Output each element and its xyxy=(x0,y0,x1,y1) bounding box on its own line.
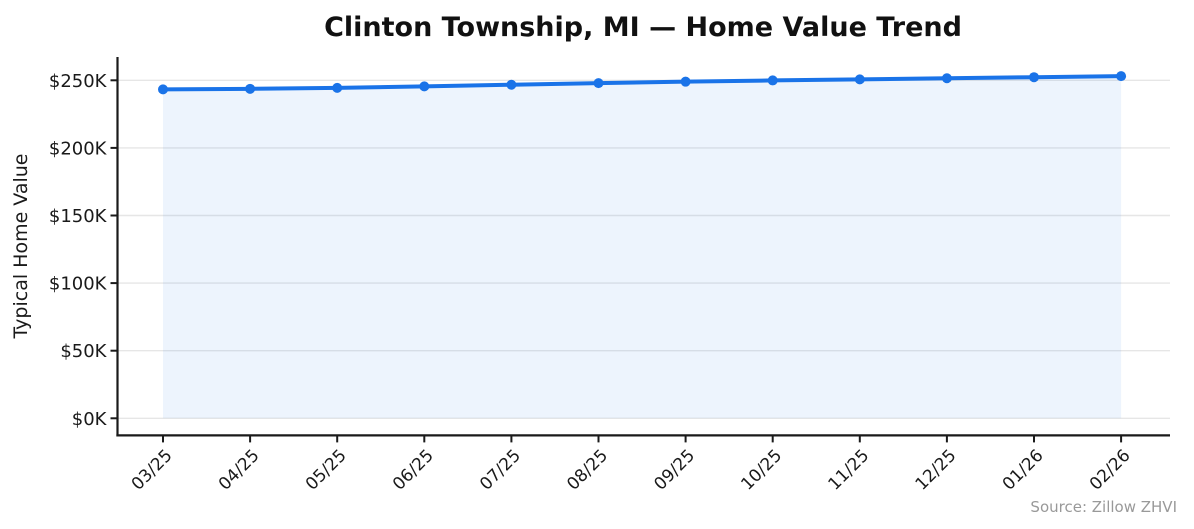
x-tick-label: 11/25 xyxy=(825,446,874,495)
data-point-marker xyxy=(419,81,430,92)
y-tick-label: $100K xyxy=(49,274,108,295)
data-point-marker xyxy=(1029,72,1039,83)
data-point-marker xyxy=(245,83,256,94)
x-tick-label: 01/26 xyxy=(999,446,1048,495)
data-point-marker xyxy=(1116,71,1127,82)
x-tick-label: 10/25 xyxy=(737,446,786,495)
x-tick-label: 05/25 xyxy=(302,446,351,495)
data-point-marker xyxy=(158,84,168,95)
y-tick-label: $200K xyxy=(49,138,108,159)
y-tick-label: $0K xyxy=(72,409,108,430)
data-point-marker xyxy=(332,82,343,93)
area-under-line xyxy=(163,76,1122,419)
y-tick-label: $50K xyxy=(60,341,107,362)
x-tick-label: 08/25 xyxy=(563,446,612,495)
home-value-line xyxy=(161,74,1124,92)
data-point-marker xyxy=(593,78,604,89)
chart-title: Clinton Township, MI — Home Value Trend xyxy=(324,12,962,43)
y-gridlines xyxy=(117,79,1170,419)
y-axis-label: Typical Home Value xyxy=(10,154,32,340)
source-caption: Source: Zillow ZHVI xyxy=(1030,498,1177,516)
y-tick-label: $150K xyxy=(49,206,108,227)
y-tick-label: $250K xyxy=(49,71,108,92)
x-tick-label: 03/25 xyxy=(128,446,177,495)
x-tick-label: 06/25 xyxy=(389,446,438,495)
x-tick-label: 02/26 xyxy=(1086,446,1135,495)
axis-tick-marks xyxy=(110,79,1123,443)
x-tick-label: 12/25 xyxy=(912,446,961,495)
data-point-marker xyxy=(854,74,865,85)
y-axis-tick-labels: $0K $50K $100K $150K $200K $250K xyxy=(49,71,108,430)
data-point-marker xyxy=(941,73,952,84)
x-tick-label: 09/25 xyxy=(650,446,699,495)
x-axis-tick-labels: 03/25 04/25 05/25 06/25 07/25 08/25 09/25 10/25… xyxy=(128,446,1135,495)
area-fill xyxy=(163,76,1122,419)
data-point-marker xyxy=(506,79,517,90)
data-point-marker xyxy=(767,75,778,86)
x-tick-label: 04/25 xyxy=(215,446,264,495)
data-point-marker xyxy=(680,76,691,87)
trend-line xyxy=(161,74,1124,92)
x-tick-label: 07/25 xyxy=(476,446,525,495)
data-point-markers xyxy=(158,71,1127,95)
